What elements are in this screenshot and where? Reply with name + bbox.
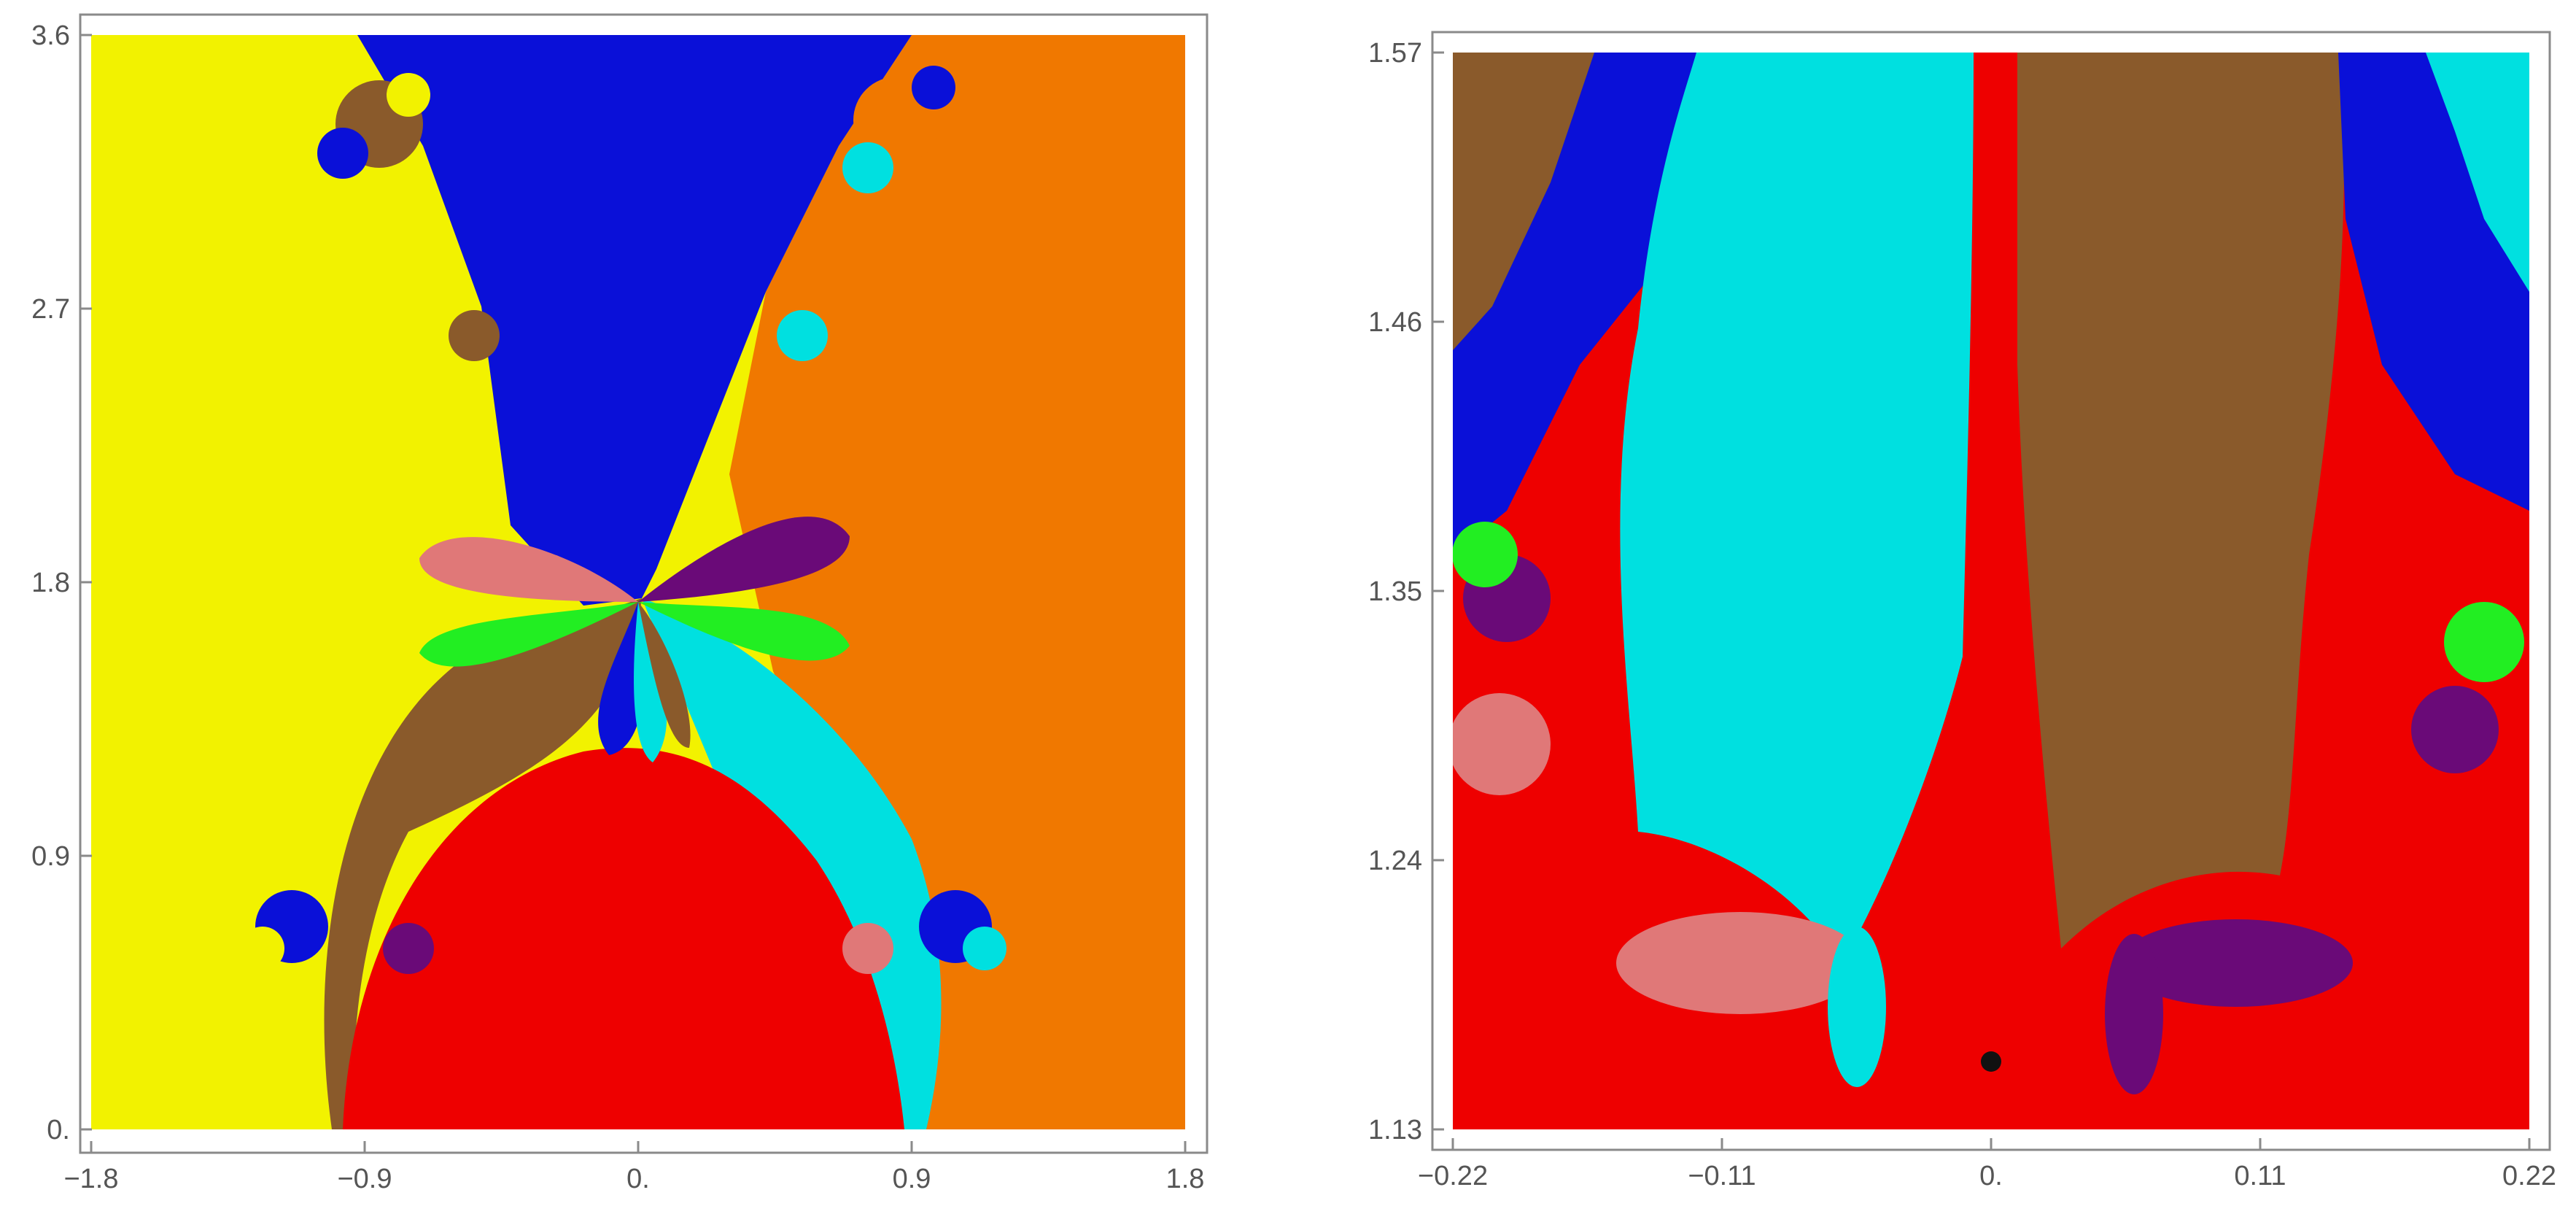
y-tick-label: 1.24 (1368, 846, 1422, 876)
basin-brown-right (2017, 53, 2344, 948)
marker-black (1981, 1051, 2001, 1072)
x-tick-label: 0.22 (2502, 1161, 2556, 1191)
x-tick-label: 0. (1979, 1161, 2003, 1191)
fractal-image-right (1453, 53, 2529, 1129)
basin-cyan (642, 598, 942, 1129)
y-tick-label: 0. (47, 1115, 70, 1145)
chart-left-svg: −1.8 −0.9 0. 0.9 1.8 0. 0.9 1.8 2.7 3.6 (31, 13, 1209, 1194)
basin-red (343, 748, 904, 1129)
petal-purple-right (2119, 919, 2353, 1007)
plot-frame-left (79, 13, 1209, 1154)
axis-ticks-right: −0.22 −0.11 0. 0.11 0.22 1.13 1.24 1.35 1.46 1.57 (1368, 38, 2556, 1191)
chart-right-svg: −0.22 −0.11 0. 0.11 0.22 1.13 1.24 1.35 1.46 1.57 (1368, 31, 2556, 1191)
y-tick-label: 1.8 (31, 568, 70, 598)
x-tick-label: −0.11 (1688, 1161, 1756, 1191)
y-tick-label: 0.9 (31, 841, 70, 872)
y-tick-label: 1.57 (1368, 38, 1422, 69)
y-tick-label: 1.35 (1368, 576, 1422, 607)
basin-orange (729, 35, 1185, 1129)
chart-panel-right: −0.22 −0.11 0. 0.11 0.22 1.13 1.24 1.35 1.46 1.57 (1288, 0, 2576, 1206)
petal-cyan-right (1828, 927, 1886, 1087)
y-tick-label: 2.7 (31, 294, 70, 325)
fractal-image-left (91, 35, 1185, 1129)
y-tick-label: 1.13 (1368, 1115, 1422, 1145)
axis-ticks-left: −1.8 −0.9 0. 0.9 1.8 0. 0.9 1.8 2.7 3.6 (31, 20, 1204, 1194)
x-tick-label: 0.9 (893, 1164, 931, 1194)
x-tick-label: 0.11 (2234, 1161, 2286, 1191)
chart-panel-left: −1.8 −0.9 0. 0.9 1.8 0. 0.9 1.8 2.7 3.6 (31, 13, 1209, 1194)
basin-brown (324, 598, 642, 1129)
basin-brown-topleft (1453, 53, 1594, 350)
basin-blue (357, 35, 912, 606)
petal-pink-right (1616, 912, 1864, 1014)
x-tick-label: 0. (626, 1164, 650, 1194)
x-tick-label: −0.9 (337, 1164, 392, 1194)
central-petals-left (419, 517, 850, 762)
x-tick-label: 1.8 (1166, 1164, 1205, 1194)
petal-purple-small-right (2105, 934, 2163, 1094)
basin-cyan-topright (2426, 53, 2529, 292)
x-tick-label: −1.8 (63, 1164, 118, 1194)
x-tick-label: −0.22 (1418, 1161, 1488, 1191)
y-tick-label: 3.6 (31, 20, 70, 51)
basin-cyan-right (1620, 53, 1974, 963)
clover-features-left (241, 66, 1006, 974)
y-tick-label: 1.46 (1368, 307, 1422, 338)
